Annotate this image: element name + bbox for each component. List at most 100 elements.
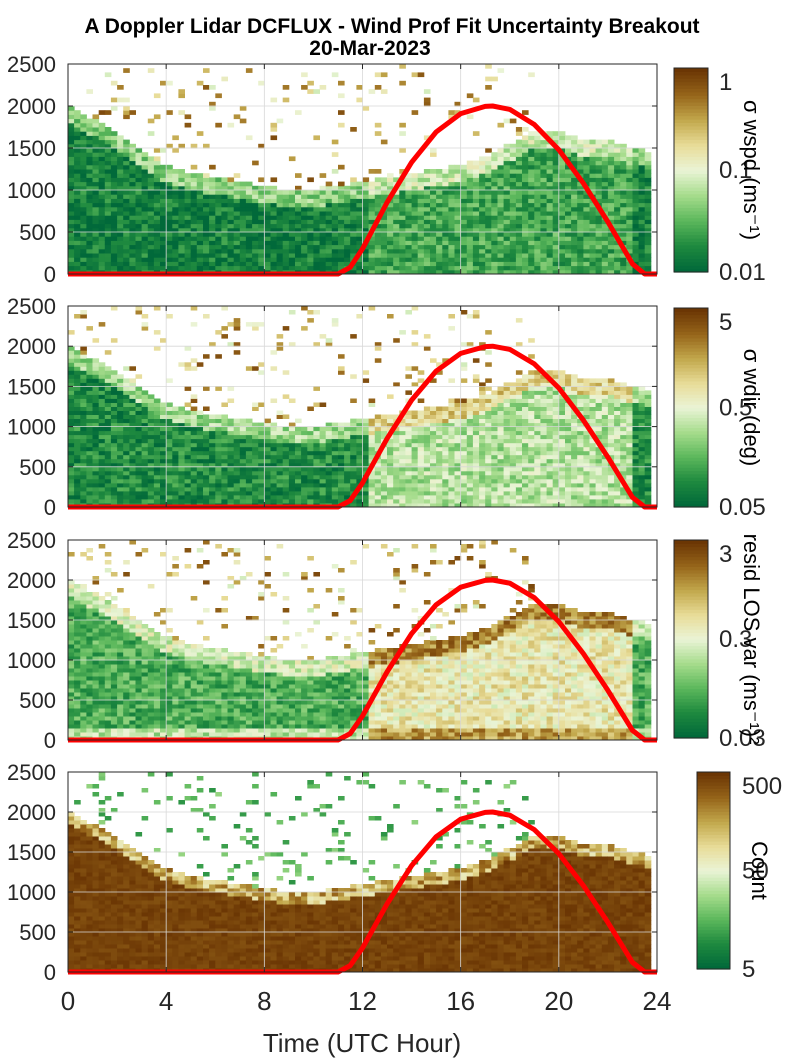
heatmap-cell [423,410,431,415]
heatmap-cell [245,265,253,271]
heatmap-cell [166,236,173,241]
heatmap-cell [485,269,492,275]
heatmap-cell [227,418,235,424]
heatmap-cell [411,474,419,480]
heatmap-cell [356,434,363,440]
heatmap-cell [509,478,517,484]
heatmap-cell [215,236,222,241]
heatmap-cell [472,257,480,262]
heatmap-cell [491,426,498,432]
heatmap-cell [264,426,271,432]
heatmap-cell [74,414,81,419]
heatmap-cell [239,253,247,258]
heatmap-cell [356,206,363,212]
heatmap-cell [184,114,192,120]
heatmap-cell [301,211,308,216]
heatmap-cell [258,462,265,468]
heatmap-cell [626,269,633,275]
heatmap-cell [295,450,302,456]
heatmap-cell [436,223,443,229]
heatmap-cell [338,164,345,170]
heatmap-cell [614,148,621,153]
heatmap-cell [393,414,400,419]
heatmap-cell [86,261,93,267]
y-tick-label: 2500 [7,52,56,77]
heatmap-cell [110,422,118,428]
heatmap-cell [583,244,590,250]
heatmap-cell [344,466,351,472]
heatmap-cell [307,406,314,411]
heatmap-cell [264,458,271,464]
heatmap-cell [68,486,75,492]
heatmap-cell [601,185,609,191]
heatmap-cell [522,422,529,428]
heatmap-cell [135,190,143,195]
heatmap-cell [497,486,505,492]
heatmap-cell [515,466,523,472]
heatmap-cell [209,185,216,191]
heatmap-cell [307,446,314,452]
heatmap-cell [577,244,584,250]
heatmap-cell [184,470,192,476]
heatmap-cell [571,240,578,246]
heatmap-cell [454,227,462,233]
heatmap-cell [80,350,87,355]
heatmap-cell [528,462,535,468]
heatmap-cell [540,143,547,149]
heatmap-cell [515,458,523,464]
figure-title: A Doppler Lidar DCFLUX - Wind Prof Fit U… [84,15,699,38]
heatmap-cell [98,190,106,195]
heatmap-cell [393,227,400,233]
heatmap-cell [430,434,437,440]
heatmap-cell [466,470,474,476]
heatmap-cell [252,402,259,407]
heatmap-cell [607,219,615,225]
heatmap-cell [362,458,370,464]
heatmap-cell [325,244,333,250]
heatmap-cell [497,386,505,391]
heatmap-cell [503,269,511,275]
heatmap-cell [86,370,93,375]
heatmap-cell [558,219,566,225]
heatmap-cell [460,486,468,492]
heatmap-cell [86,148,93,153]
heatmap-cell [313,454,320,460]
heatmap-cell [233,350,241,355]
heatmap-cell [509,223,517,229]
heatmap-cell [184,257,192,262]
heatmap-cell [160,185,167,191]
heatmap-cell [522,202,529,208]
heatmap-cell [497,169,505,174]
heatmap-cell [601,177,609,183]
heatmap-cell [460,173,468,178]
heatmap-cell [448,462,455,468]
heatmap-cell [147,398,155,403]
colorbar-swatch [674,176,708,181]
heatmap-cell [325,422,333,428]
heatmap-cell [491,503,498,508]
heatmap-cell [368,185,376,191]
heatmap-cell [92,211,100,216]
heatmap-cell [448,219,455,225]
heatmap-cell [387,446,394,452]
heatmap-cell [442,223,449,229]
heatmap-cell [417,198,425,204]
heatmap-cell [276,462,284,468]
heatmap-cell [166,253,173,258]
heatmap-cell [515,152,523,157]
heatmap-cell [472,232,480,237]
heatmap-cell [110,227,118,233]
heatmap-cell [252,211,259,216]
heatmap-cell [466,486,474,492]
heatmap-cell [522,499,529,504]
heatmap-cell [68,458,75,464]
heatmap-cell [80,198,87,204]
heatmap-cell [436,478,443,484]
heatmap-cell [393,490,400,496]
heatmap-cell [245,257,253,262]
heatmap-cell [411,434,419,440]
heatmap-cell [442,206,449,212]
heatmap-cell [448,442,455,448]
heatmap-cell [528,257,535,262]
heatmap-cell [233,486,241,492]
